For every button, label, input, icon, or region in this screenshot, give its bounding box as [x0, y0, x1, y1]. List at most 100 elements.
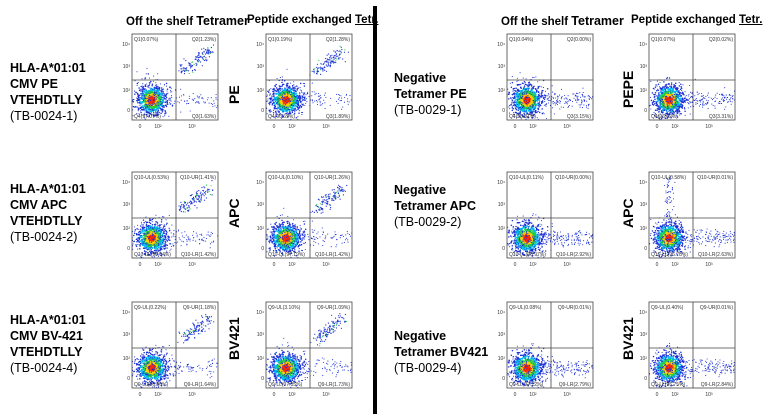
x-tick-label: 10²	[154, 124, 162, 130]
quadrant-ll-label: Q4(96.69%)	[268, 114, 295, 120]
quadrant-lr-label: Q9-LR(1.73%)	[318, 382, 351, 388]
y-tick-label: 10³	[640, 202, 648, 208]
vertical-divider	[373, 6, 377, 414]
x-tick-label: 0	[273, 124, 276, 130]
dot-plot-svg: Q10-UL(0.58%) Q10-UR(0.01%) Q10-LL(96.78%)…	[639, 171, 736, 268]
y-tick-label: 10⁴	[497, 180, 505, 186]
flow-plot: Q9-UL(0.22%) Q9-UR(1.18%) Q9-LL(96.96%) Q9-…	[118, 300, 220, 402]
dot-plot-svg: Q10-UL(0.53%) Q10-UR(1.41%) Q10-LL(96.64%)…	[122, 171, 219, 268]
flow-plot: Q10-UL(0.53%) Q10-UR(1.41%) Q10-LL(96.64%)…	[118, 170, 220, 272]
flow-plot: Q1(0.07%) Q2(0.02%) Q4(96.62%) Q3(3.31%) 0 10…	[635, 32, 737, 134]
flow-plot: Q10-UL(0.10%) Q10-UR(1.26%) Q10-LL(97.19%)…	[252, 170, 354, 272]
x-tick-label: 0	[514, 124, 517, 130]
y-tick-label: 10⁴	[639, 310, 647, 316]
x-tick-label: 0	[514, 262, 517, 268]
dot-plot-svg: Q9-UL(0.22%) Q9-UR(1.18%) Q9-LL(96.96%) Q9-…	[122, 301, 219, 398]
x-tick-label: 10³	[322, 392, 330, 398]
row-label-right-2: Negative Tetramer APC (TB-0029-2)	[394, 183, 476, 229]
y-tick-label: 0	[127, 376, 130, 382]
quadrant-ll-label: Q10-LL(96.78%)	[651, 252, 688, 258]
quadrant-ll-label: Q4(97.07%)	[134, 114, 161, 120]
quadrant-ur-label: Q9-UR(0.01%)	[700, 305, 733, 311]
y-tick-label: 10⁴	[122, 42, 130, 48]
x-tick-label: 10³	[563, 262, 571, 268]
x-tick-label: 10²	[529, 262, 537, 268]
quadrant-ll-label: Q9-LL(97.05%)	[268, 382, 303, 388]
quadrant-ll-label: Q10-LL(96.64%)	[134, 252, 171, 258]
y-tick-label: 10²	[123, 226, 131, 232]
header-right-off-the-shelf: Off the shelf Tetramer	[501, 14, 624, 28]
quadrant-ur-label: Q10-UR(1.41%)	[180, 175, 216, 181]
quadrant-lr-label: Q3(1.89%)	[326, 114, 351, 120]
quadrant-ur-label: Q10-UR(0.01%)	[697, 175, 733, 181]
x-tick-label: 10³	[563, 124, 571, 130]
x-tick-label: 0	[139, 392, 142, 398]
y-tick-label: 10²	[498, 226, 506, 232]
y-tick-label: 10³	[257, 332, 265, 338]
quadrant-ul-label: Q1(0.07%)	[651, 37, 676, 43]
quadrant-ul-label: Q1(0.19%)	[268, 37, 293, 43]
row-label-right-1: Negative Tetramer PE (TB-0029-1)	[394, 71, 467, 117]
y-tick-label: 10⁴	[497, 42, 505, 48]
quadrant-lr-label: Q3(1.63%)	[192, 114, 217, 120]
quadrant-ll-label: Q4(96.62%)	[651, 114, 678, 120]
flow-plot: Q9-UL(3.10%) Q9-UR(1.09%) Q9-LL(97.05%) Q9-…	[252, 300, 354, 402]
x-tick-label: 10²	[529, 124, 537, 130]
x-tick-label: 10²	[529, 392, 537, 398]
y-tick-label: 10⁴	[122, 310, 130, 316]
x-tick-label: 10³	[188, 392, 196, 398]
y-tick-label: 10⁴	[122, 180, 130, 186]
quadrant-lr-label: Q3(3.31%)	[709, 114, 734, 120]
y-tick-label: 10²	[257, 88, 265, 94]
y-tick-label: 0	[502, 376, 505, 382]
dot-plot-svg: Q9-UL(0.08%) Q9-UR(0.01%) Q9-LL(97.12%) Q9-…	[497, 301, 594, 398]
quadrant-ur-label: Q9-UR(1.18%)	[183, 305, 216, 311]
flow-plot: Q9-UL(0.40%) Q9-UR(0.01%) Q9-LL(96.75%) Q9-…	[635, 300, 737, 402]
header-left-off-the-shelf: Off the shelf Tetramer	[126, 14, 249, 28]
x-tick-label: 10²	[671, 124, 679, 130]
row-label-right-3: Negative Tetramer BV421 (TB-0029-4)	[394, 329, 489, 375]
y-tick-label: 10²	[640, 226, 648, 232]
marker-label-left-apc: APC	[226, 198, 242, 228]
x-tick-label: 10³	[188, 124, 196, 130]
x-tick-label: 10³	[705, 392, 713, 398]
flow-plot: Q1(0.04%) Q2(0.00%) Q4(96.81%) Q3(3.15%) 0 10…	[493, 32, 595, 134]
quadrant-ul-label: Q10-UL(0.11%)	[509, 175, 544, 181]
quadrant-ul-label: Q10-UL(0.58%)	[651, 175, 686, 181]
quadrant-ul-label: Q9-UL(0.08%)	[509, 305, 542, 311]
y-tick-label: 10²	[123, 88, 131, 94]
dot-plot-svg: Q1(0.04%) Q2(0.00%) Q4(96.81%) Q3(3.15%) 0 10…	[497, 33, 594, 130]
y-tick-label: 0	[127, 246, 130, 252]
x-tick-label: 0	[514, 392, 517, 398]
y-tick-label: 10³	[257, 64, 265, 70]
quadrant-lr-label: Q3(3.15%)	[567, 114, 592, 120]
x-tick-label: 10²	[671, 262, 679, 268]
quadrant-ul-label: Q10-UL(0.53%)	[134, 175, 169, 181]
y-tick-label: 10⁴	[256, 180, 264, 186]
row-label-left-2: HLA-A*01:01 CMV APC VTEHDTLLY (TB-0024-2)	[10, 182, 86, 244]
x-tick-label: 10³	[563, 392, 571, 398]
x-tick-label: 10²	[288, 392, 296, 398]
x-tick-label: 0	[273, 262, 276, 268]
quadrant-lr-label: Q10-LR(2.63%)	[698, 252, 733, 258]
x-tick-label: 10²	[154, 392, 162, 398]
y-tick-label: 10⁴	[256, 310, 264, 316]
flow-plot: Q9-UL(0.08%) Q9-UR(0.01%) Q9-LL(97.12%) Q9-…	[493, 300, 595, 402]
x-tick-label: 0	[273, 392, 276, 398]
y-tick-label: 10³	[123, 202, 131, 208]
quadrant-ur-label: Q2(1.23%)	[192, 37, 217, 43]
y-tick-label: 10³	[498, 202, 506, 208]
quadrant-ur-label: Q9-UR(0.01%)	[558, 305, 591, 311]
header-left-peptide-exchanged: Peptide exchanged Tetr.	[247, 14, 379, 26]
y-tick-label: 0	[502, 108, 505, 114]
dot-plot-svg: Q1(0.19%) Q2(1.28%) Q4(96.69%) Q3(1.89%) 0 10…	[256, 33, 353, 130]
y-tick-label: 10³	[640, 64, 648, 70]
quadrant-lr-label: Q10-LR(2.92%)	[556, 252, 591, 258]
y-tick-label: 0	[644, 376, 647, 382]
marker-label-left-bv421: BV421	[226, 317, 242, 360]
header-right-peptide-exchanged: Peptide exchanged Tetr.	[631, 14, 763, 26]
flow-plot: Q1(0.19%) Q2(1.28%) Q4(96.69%) Q3(1.89%) 0 10…	[252, 32, 354, 134]
dot-plot-svg: Q1(0.07%) Q2(0.02%) Q4(96.62%) Q3(3.31%) 0 10…	[639, 33, 736, 130]
dot-plot-svg: Q9-UL(0.40%) Q9-UR(0.01%) Q9-LL(96.75%) Q9-…	[639, 301, 736, 398]
quadrant-ul-label: Q9-UL(0.40%)	[651, 305, 684, 311]
